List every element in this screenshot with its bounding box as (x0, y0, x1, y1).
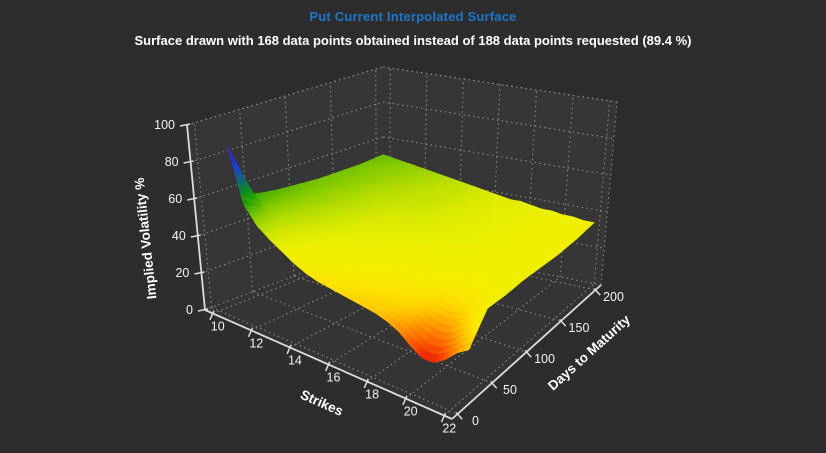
x-axis-tick-label: 10 (211, 319, 225, 333)
x-axis-tick-label: 20 (404, 405, 418, 419)
chart-title: Put Current Interpolated Surface (309, 9, 517, 24)
x-axis-tick-label: 22 (442, 422, 456, 436)
z-axis-title: Implied Volatility % (132, 177, 160, 300)
z-axis-tick-label: 60 (168, 192, 182, 206)
x-axis-tick-label: 16 (327, 371, 341, 385)
z-axis-tick-label: 20 (175, 266, 189, 280)
x-axis-title: Strikes (298, 387, 345, 419)
y-axis-tick-label: 50 (503, 383, 517, 397)
z-axis-tick-label: 100 (154, 118, 175, 132)
z-axis-tick-label: 80 (165, 155, 179, 169)
plot-axes (179, 123, 602, 423)
volatility-surface (227, 146, 595, 364)
z-axis-tick-label: 40 (172, 229, 186, 243)
x-axis-tick-label: 18 (365, 388, 379, 402)
z-axis-tick-label: 0 (186, 303, 193, 317)
y-axis-tick-label: 0 (472, 414, 479, 428)
y-axis-tick-label: 100 (534, 352, 555, 366)
y-axis-tick-label: 150 (569, 321, 590, 335)
x-axis-tick-label: 12 (249, 336, 263, 350)
chart-subtitle: Surface drawn with 168 data points obtai… (134, 33, 692, 48)
x-axis-tick-label: 14 (288, 353, 302, 367)
y-axis-tick-label: 200 (603, 290, 624, 304)
